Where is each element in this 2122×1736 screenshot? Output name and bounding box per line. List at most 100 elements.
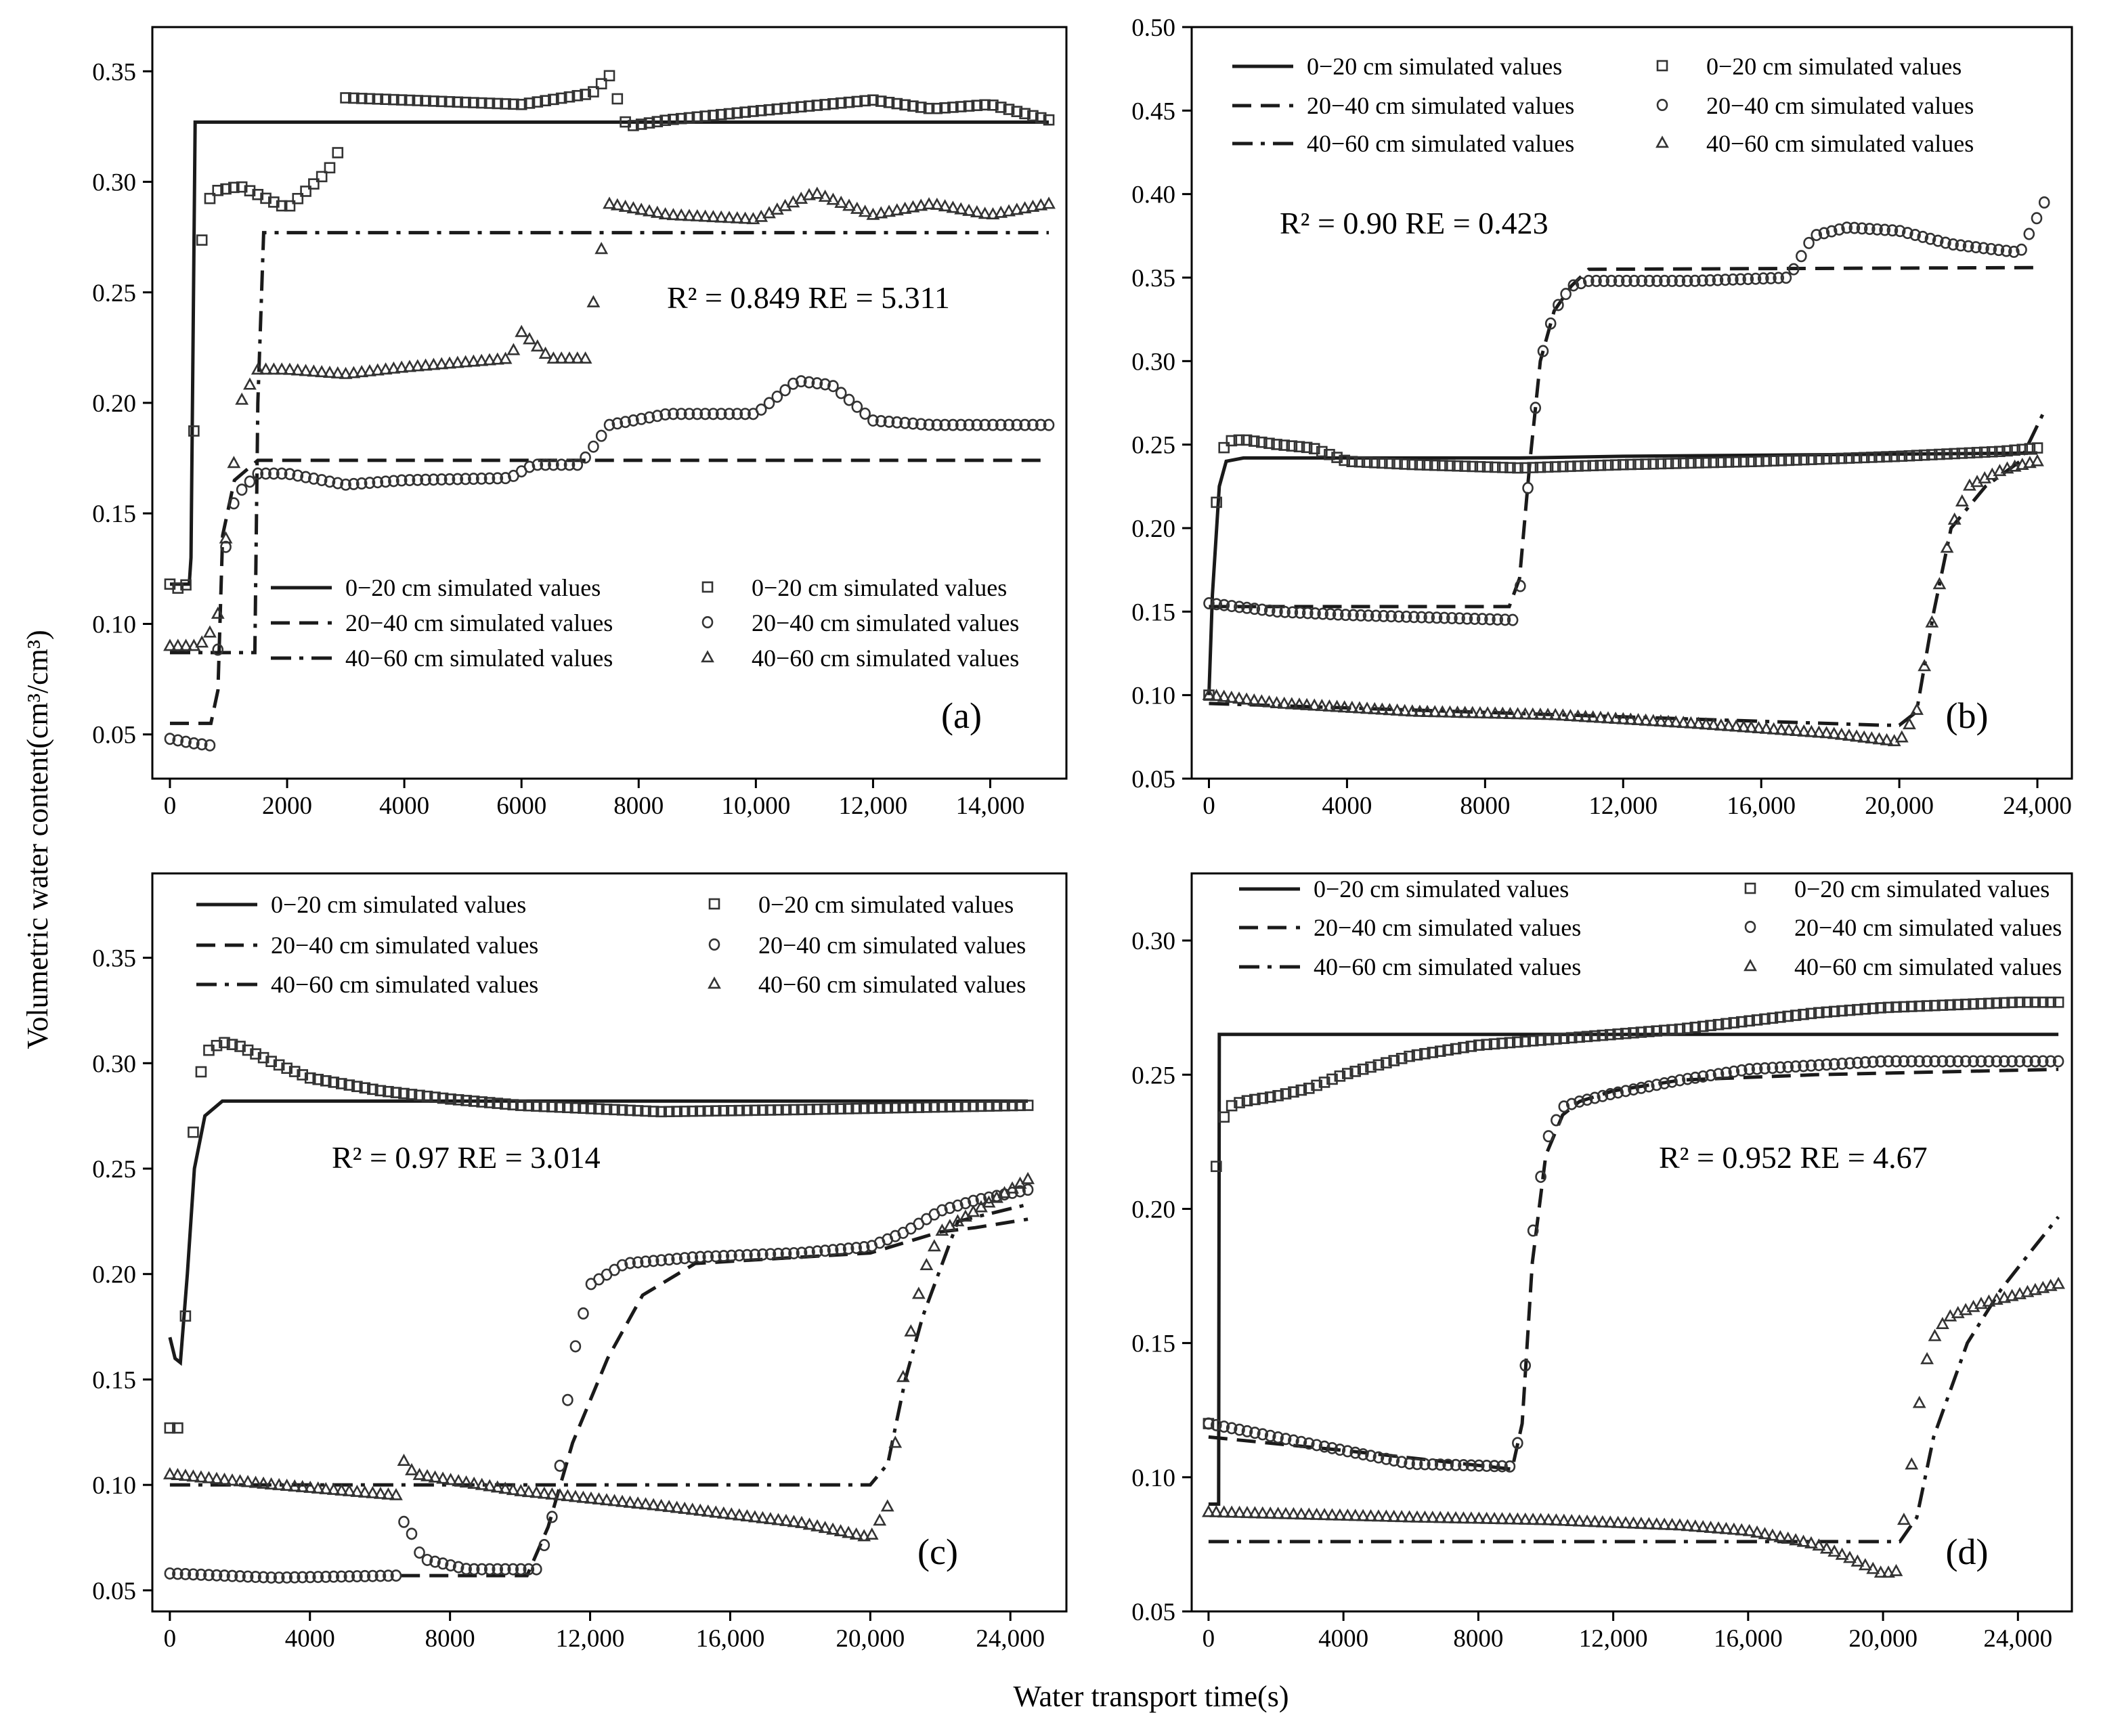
data-point	[1211, 598, 1223, 611]
data-point	[1697, 1070, 1709, 1083]
data-point	[757, 1248, 768, 1261]
data-point	[733, 1104, 745, 1116]
data-point	[236, 181, 248, 193]
data-point	[414, 1089, 425, 1102]
data-point	[1859, 1056, 1871, 1069]
data-point	[842, 1525, 856, 1538]
data-point	[260, 467, 272, 480]
data-point	[1459, 460, 1471, 472]
data-point	[1783, 454, 1795, 466]
data-point	[1247, 693, 1261, 706]
data-point	[1379, 1509, 1393, 1522]
data-point	[1843, 1550, 1857, 1563]
data-point	[1027, 418, 1039, 431]
data-point	[1968, 998, 1979, 1010]
data-point	[204, 192, 216, 204]
data-point	[850, 1102, 862, 1114]
data-point	[1211, 1160, 1222, 1173]
data-point	[1511, 707, 1525, 720]
data-point	[1381, 1057, 1392, 1068]
data-point	[1881, 451, 1892, 462]
data-point	[398, 1087, 410, 1100]
legend-marker-sample	[1656, 99, 1668, 112]
data-point	[780, 1247, 792, 1260]
y-tick-label: 0.15	[1131, 599, 1175, 626]
data-point	[671, 1106, 683, 1117]
data-point	[666, 208, 680, 221]
data-point	[1674, 274, 1686, 287]
data-point	[259, 362, 273, 375]
data-point	[1578, 710, 1593, 722]
data-point	[529, 1485, 544, 1498]
data-point	[947, 418, 959, 431]
x-tick-label: 4000	[1322, 792, 1372, 820]
data-point	[1588, 1515, 1602, 1527]
data-point	[1834, 727, 1848, 740]
legend-label: 40−60 cm simulated values	[271, 971, 538, 998]
legend-label: 40−60 cm simulated values	[758, 971, 1026, 998]
legend-label: 0−20 cm simulated values	[1307, 53, 1562, 80]
data-point	[907, 417, 919, 430]
data-point	[2031, 454, 2044, 466]
data-point	[328, 1570, 340, 1583]
data-point	[1277, 696, 1291, 709]
data-point	[403, 360, 416, 372]
data-point	[779, 102, 791, 114]
data-point	[571, 458, 584, 471]
data-point	[1746, 456, 1757, 467]
data-point	[1790, 1010, 1802, 1021]
data-point	[687, 1105, 699, 1117]
data-point	[1913, 1055, 1925, 1068]
data-point	[1006, 1100, 1018, 1112]
data-point	[1504, 462, 1516, 474]
data-point	[1819, 726, 1834, 739]
data-point	[1955, 494, 1969, 507]
data-point	[1416, 611, 1427, 624]
data-point	[1975, 1055, 1987, 1068]
data-point	[1812, 725, 1826, 738]
y-tick-label: 0.30	[1131, 348, 1175, 376]
data-point	[1765, 272, 1777, 284]
y-tick-label: 0.20	[1131, 1196, 1175, 1223]
y-tick-label: 0.50	[1131, 14, 1175, 42]
legend-marker-sample	[701, 615, 714, 628]
data-point	[1635, 1026, 1647, 1038]
data-point	[959, 1100, 972, 1112]
data-point	[523, 97, 536, 109]
data-point	[1348, 1509, 1362, 1521]
data-point	[2024, 443, 2036, 454]
data-point	[1284, 697, 1299, 710]
data-point	[204, 739, 216, 752]
data-point	[586, 295, 601, 307]
data-point	[709, 1505, 723, 1518]
data-point	[1985, 242, 1997, 255]
data-point	[1002, 204, 1016, 217]
data-point	[1700, 457, 1712, 469]
data-point	[1365, 1450, 1377, 1462]
data-point	[506, 1483, 520, 1496]
data-point	[691, 111, 703, 123]
data-point	[203, 625, 217, 638]
data-point	[172, 1567, 183, 1580]
data-point	[580, 451, 591, 464]
data-point	[332, 147, 344, 158]
data-point	[1798, 1060, 1809, 1072]
data-point	[971, 418, 983, 431]
data-point	[1442, 1044, 1454, 1056]
data-point	[1941, 448, 1953, 460]
data-point	[1620, 1085, 1632, 1098]
plot-frame	[1190, 26, 2073, 780]
x-tick-label: 14,000	[956, 792, 1025, 820]
data-point	[1880, 733, 1894, 745]
data-point	[1612, 1028, 1624, 1040]
data-point	[1773, 1529, 1788, 1542]
data-point	[276, 200, 288, 212]
data-point	[1433, 1511, 1448, 1523]
data-point	[297, 1571, 309, 1584]
data-point	[319, 1481, 333, 1494]
data-point	[875, 415, 887, 428]
x-tick-label: 2000	[262, 792, 312, 820]
data-point	[1405, 704, 1419, 717]
data-point	[779, 384, 791, 397]
data-point	[234, 1570, 246, 1583]
